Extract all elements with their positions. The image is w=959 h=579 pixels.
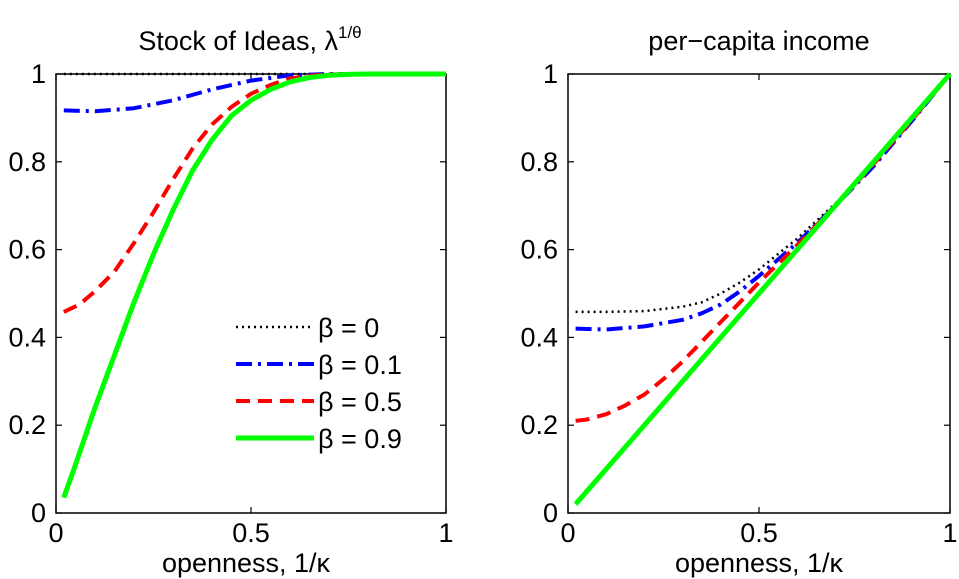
y-tick-label: 0.6 bbox=[520, 235, 558, 265]
y-tick-label: 1 bbox=[543, 59, 558, 89]
chart-title-per-capita-income: per−capita income bbox=[648, 26, 869, 56]
y-tick-label: 0 bbox=[543, 498, 558, 528]
panel-stock-of-ideas: Stock of Ideas, λ1/θ openness, 1/κ 0 0.5 1… bbox=[8, 23, 453, 578]
x-axis-label-per-capita-income: openness, 1/κ bbox=[675, 548, 844, 578]
chart-title-lambda: λ bbox=[324, 26, 338, 56]
y-tick-label: 0.8 bbox=[520, 147, 558, 177]
y-tick-label: 0 bbox=[31, 498, 46, 528]
series-line-3 bbox=[573, 72, 952, 506]
x-tick-label: 0.5 bbox=[740, 518, 778, 548]
chart-title-stock-of-ideas: Stock of Ideas, λ1/θ bbox=[138, 23, 361, 56]
y-tick-label: 0.6 bbox=[8, 235, 46, 265]
y-tick-label: 0.2 bbox=[8, 410, 46, 440]
chart-title-text: Stock of Ideas, bbox=[138, 26, 324, 56]
chart-title-superscript: 1/θ bbox=[338, 23, 362, 42]
panel-per-capita-income: per−capita income openness, 1/κ 0 0.5 1 0 0.… bbox=[520, 26, 957, 578]
x-axis-label-stock-of-ideas: openness, 1/κ bbox=[162, 548, 331, 578]
y-tick-label: 0.4 bbox=[8, 322, 46, 352]
series-line-3 bbox=[61, 71, 446, 499]
legend-label-3: β = 0.9 bbox=[318, 424, 402, 454]
legend-label-2: β = 0.5 bbox=[318, 387, 402, 417]
series-line-2 bbox=[62, 72, 446, 314]
y-tick-label: 1 bbox=[31, 59, 46, 89]
x-tick-label: 0 bbox=[560, 518, 575, 548]
legend-label-0: β = 0 bbox=[318, 313, 379, 343]
series-line-0 bbox=[575, 73, 951, 314]
x-tick-label: 1 bbox=[438, 518, 453, 548]
x-tick-label: 1 bbox=[942, 518, 957, 548]
series-line-2 bbox=[575, 72, 952, 423]
y-tick-label: 0.8 bbox=[8, 147, 46, 177]
legend-label-1: β = 0.1 bbox=[318, 350, 402, 380]
x-tick-label: 0 bbox=[48, 518, 63, 548]
y-tick-label: 0.2 bbox=[520, 410, 558, 440]
x-tick-label: 0.5 bbox=[232, 518, 270, 548]
y-tick-label: 0.4 bbox=[520, 322, 558, 352]
